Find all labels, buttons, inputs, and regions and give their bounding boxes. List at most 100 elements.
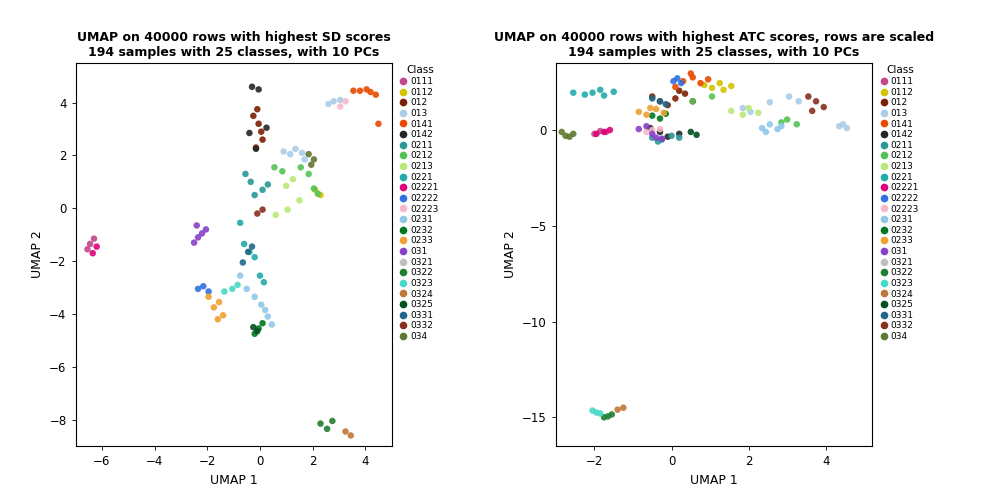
Point: [804, 107, 821, 115]
Title: UMAP on 40000 rows with highest SD scores
194 samples with 25 classes, with 10 P: UMAP on 40000 rows with highest SD score…: [77, 31, 390, 59]
Point: [654, 135, 670, 143]
Point: [644, 126, 660, 134]
Point: [291, 197, 307, 205]
Point: [292, 163, 308, 171]
Point: [257, 306, 273, 314]
Point: [247, 330, 263, 338]
Point: [589, 130, 605, 138]
Point: [638, 122, 654, 130]
Point: [712, 79, 728, 87]
Point: [592, 86, 608, 94]
Point: [217, 287, 233, 295]
Point: [230, 281, 246, 289]
Point: [268, 211, 284, 219]
Point: [592, 127, 608, 135]
Point: [247, 191, 263, 199]
Point: [716, 86, 732, 94]
Point: [80, 245, 96, 254]
Point: [211, 298, 227, 306]
Point: [592, 409, 608, 417]
Point: [186, 238, 203, 246]
Point: [253, 301, 269, 309]
Point: [321, 100, 337, 108]
Point: [238, 170, 254, 178]
Point: [235, 259, 251, 267]
Point: [638, 111, 654, 119]
Point: [675, 77, 691, 85]
Title: UMAP on 40000 rows with highest ATC scores, rows are scaled
194 samples with 25 : UMAP on 40000 rows with highest ATC scor…: [494, 31, 934, 59]
Point: [343, 431, 359, 439]
Point: [190, 285, 206, 293]
Point: [565, 130, 582, 138]
Point: [252, 272, 268, 280]
Point: [648, 134, 664, 142]
Point: [762, 98, 778, 106]
Point: [835, 120, 851, 129]
Point: [743, 108, 759, 116]
Point: [201, 287, 217, 295]
Point: [294, 149, 310, 157]
Point: [669, 74, 685, 82]
Point: [652, 125, 668, 133]
Point: [196, 282, 212, 290]
Point: [188, 221, 205, 229]
Point: [325, 417, 341, 425]
Point: [305, 184, 322, 193]
Point: [86, 235, 102, 243]
Point: [657, 100, 673, 108]
Point: [319, 425, 335, 433]
Point: [585, 407, 601, 415]
Point: [800, 93, 816, 101]
Point: [638, 128, 654, 136]
Point: [312, 419, 329, 427]
Point: [598, 128, 614, 136]
Point: [644, 134, 660, 142]
Point: [300, 150, 317, 158]
Point: [808, 97, 825, 105]
Point: [659, 101, 675, 109]
Point: [682, 128, 699, 136]
Point: [762, 120, 778, 129]
Point: [248, 144, 264, 152]
Point: [241, 248, 257, 256]
Point: [682, 70, 699, 78]
Point: [249, 210, 265, 218]
Point: [346, 87, 362, 95]
Point: [652, 114, 668, 122]
Point: [198, 225, 214, 233]
X-axis label: UMAP 1: UMAP 1: [690, 474, 738, 487]
Point: [201, 293, 217, 301]
Point: [684, 97, 701, 105]
Point: [671, 87, 687, 95]
Legend: 0111, 0112, 012, 013, 0141, 0142, 0211, 0212, 0213, 0221, 02221, 02222, 02223, 0: 0111, 0112, 012, 013, 0141, 0142, 0211, …: [399, 64, 440, 343]
Point: [278, 182, 294, 190]
Point: [254, 319, 270, 327]
Point: [671, 134, 687, 142]
Point: [596, 92, 612, 100]
Point: [333, 96, 349, 104]
Point: [773, 122, 789, 130]
Point: [232, 272, 248, 280]
Point: [701, 75, 717, 83]
Point: [303, 161, 320, 169]
Point: [338, 427, 354, 435]
Point: [684, 97, 701, 105]
Legend: 0111, 0112, 012, 013, 0141, 0142, 0211, 0212, 0213, 0221, 02221, 02222, 02223, 0: 0111, 0112, 012, 013, 0141, 0142, 0211, …: [880, 64, 920, 343]
Y-axis label: UMAP 2: UMAP 2: [30, 231, 43, 278]
Point: [253, 128, 269, 136]
Point: [604, 410, 620, 418]
Point: [206, 303, 222, 311]
Point: [251, 325, 267, 333]
Point: [652, 128, 668, 136]
Point: [256, 278, 272, 286]
Point: [704, 93, 720, 101]
Point: [596, 413, 612, 421]
X-axis label: UMAP 1: UMAP 1: [210, 474, 257, 487]
Point: [577, 91, 593, 99]
Point: [684, 73, 701, 81]
Point: [244, 242, 260, 250]
Point: [652, 97, 668, 105]
Point: [602, 126, 618, 134]
Point: [644, 112, 660, 120]
Point: [244, 83, 260, 91]
